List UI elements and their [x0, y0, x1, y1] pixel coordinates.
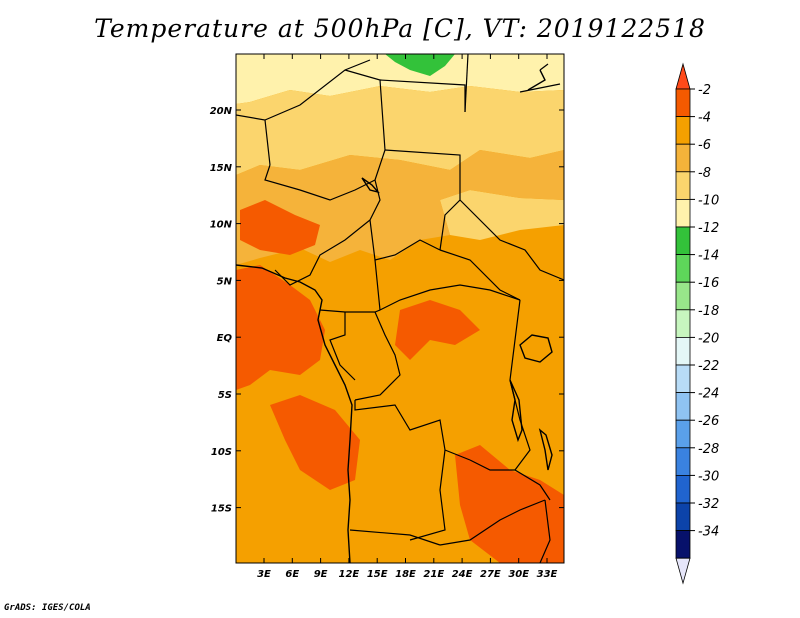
border-chad-libya	[344, 69, 386, 181]
lon-tick-label: 12E	[339, 569, 360, 580]
lat-tick-label: EQ	[217, 333, 233, 344]
field-warmest-nw	[240, 200, 320, 255]
colorbar-label: -28	[698, 442, 719, 457]
field-warmest-se	[455, 445, 564, 563]
border-angola-namibia	[349, 529, 441, 546]
colorbar-label: -20	[698, 331, 719, 346]
colorbar-band	[675, 143, 691, 173]
border-congo-drc	[354, 311, 401, 401]
map-frame	[235, 53, 565, 564]
colorbar-label: -8	[698, 166, 711, 181]
field-warmest-sw	[270, 395, 360, 490]
coast-gulf-of-guinea	[236, 264, 353, 563]
border-cameroon-gabon	[319, 309, 381, 313]
lon-tick-label: 3E	[257, 569, 271, 580]
field-warmest-central	[395, 300, 480, 360]
border-southsudan	[439, 249, 521, 301]
colorbar-label: -10	[698, 193, 719, 208]
colorbar: -2 -4 -6 -8 -10 -12 -14 -16 -18 -20 -22 -24 -26 -28 -3…	[675, 62, 719, 585]
lat-tick-label: 20N	[210, 106, 233, 117]
colorbar-label: -16	[698, 276, 719, 291]
lat-tick-label: 10N	[210, 220, 233, 231]
border-algeria-niger	[264, 59, 371, 121]
colorbar-label: -22	[698, 359, 719, 374]
lon-tick-label: 21E	[423, 569, 444, 580]
field-mild-band	[236, 150, 564, 265]
chart-title: Temperature at 500hPa [C], VT: 201912251…	[94, 14, 706, 43]
lat-tick-label: 5S	[218, 390, 232, 401]
colorbar-band	[675, 364, 691, 394]
lat-tick-label: 10S	[211, 447, 232, 458]
colorbar-band	[675, 474, 691, 504]
lat-tick-label: 5N	[217, 276, 233, 287]
border-niger-chad	[264, 164, 376, 201]
colorbar-bottom-arrow	[675, 557, 691, 585]
lon-tick-label: 27E	[480, 569, 501, 580]
border-sudan-east	[459, 199, 564, 281]
field-cool-north	[236, 86, 564, 175]
border-angola-zambia	[409, 449, 446, 541]
lake-malawi	[538, 428, 553, 471]
border-zambia-east	[469, 459, 551, 501]
colorbar-label: -4	[698, 111, 711, 126]
lake-victoria	[519, 334, 553, 363]
field-cool-east	[440, 190, 564, 240]
colorbar-band	[675, 419, 691, 449]
colorbar-top-arrow	[675, 62, 691, 90]
latitude-axis: 20N 15N 10N 5N EQ 5S 10S 15S	[210, 106, 564, 515]
colorbar-label: -18	[698, 304, 719, 319]
colorbar-label: -24	[698, 387, 719, 402]
colorbar-band	[675, 88, 691, 118]
lon-tick-label: 18E	[395, 569, 416, 580]
longitude-axis: 3E 6E 9E 12E 15E 18E 21E 24E 27E 30E 33E	[257, 54, 558, 580]
lon-tick-label: 33E	[537, 569, 558, 580]
colorbar-band	[675, 254, 691, 283]
border-nile-line	[519, 83, 561, 93]
colorbar-label: -12	[698, 221, 719, 236]
colorbar-band	[675, 198, 691, 228]
colorbar-band	[675, 226, 691, 256]
coastlines	[236, 69, 553, 563]
colorbar-label: -34	[698, 525, 719, 540]
colorbar-band	[675, 171, 691, 200]
border-egypt-sudan	[464, 54, 469, 113]
lon-tick-label: 30E	[508, 569, 529, 580]
lon-tick-label: 15E	[367, 569, 388, 580]
colorbar-label: -6	[698, 138, 711, 153]
lon-tick-label: 6E	[285, 569, 299, 580]
colorbar-band	[675, 502, 691, 532]
colorbar-band	[675, 309, 691, 338]
lat-tick-label: 15S	[211, 504, 232, 515]
field-green-patch	[385, 54, 455, 76]
border-nigeria-cameroon	[274, 179, 381, 286]
lat-tick-label: 15N	[210, 163, 233, 174]
border-car-north	[369, 219, 441, 261]
grads-credit: GrADS: IGES/COLA	[4, 603, 91, 613]
lon-tick-label: 24E	[452, 569, 473, 580]
colorbar-band	[675, 447, 691, 476]
country-borders	[236, 54, 564, 563]
colorbar-label: -2	[698, 83, 711, 98]
border-gabon-congo	[329, 312, 356, 381]
colorbar-label: -26	[698, 414, 719, 429]
border-mozambique	[539, 499, 551, 563]
lon-tick-label: 9E	[314, 569, 328, 580]
colorbar-label: -30	[698, 469, 719, 484]
border-zambia-zim	[439, 499, 546, 546]
colorbar-band	[675, 281, 691, 311]
colorbar-band	[675, 392, 691, 421]
temperature-field	[236, 54, 564, 563]
colorbar-band	[675, 530, 691, 559]
red-sea-coast	[527, 69, 546, 91]
colorbar-label: -32	[698, 497, 719, 512]
border-coast-northeast	[539, 63, 549, 71]
lake-tanganyika	[509, 379, 523, 443]
field-warmest-west	[236, 265, 325, 390]
colorbar-band	[675, 116, 691, 145]
colorbar-band	[675, 336, 691, 366]
colorbar-label: -14	[698, 249, 719, 264]
lake-chad	[361, 177, 380, 194]
